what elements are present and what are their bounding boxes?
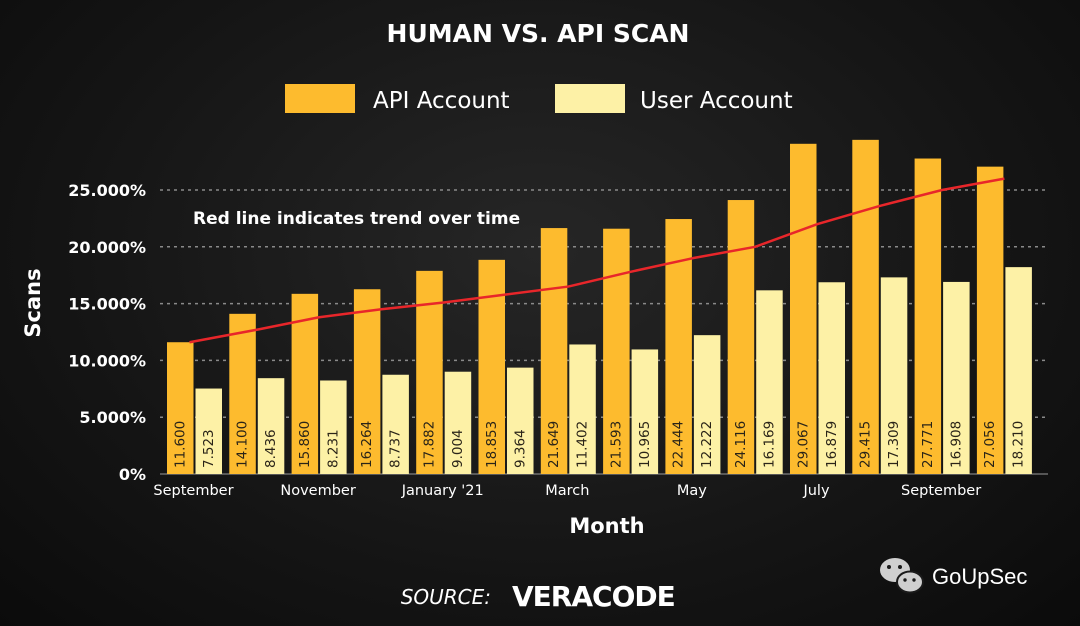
- bar-api-account: [291, 293, 319, 474]
- bar-api-account: [167, 342, 194, 474]
- chart-title: HUMAN VS. API SCAN: [387, 19, 690, 48]
- bar-value-label: 9.004: [450, 429, 466, 468]
- bars: 11.600 7.523 14.100 8.436 15.860 8.231 16.264 8…: [167, 139, 1032, 475]
- y-tick-label: 15.000%: [68, 295, 146, 314]
- bar-value-label: 12.222: [699, 421, 715, 468]
- bar-api-account: [727, 200, 755, 474]
- watermark-text: GoUpSec: [932, 564, 1027, 589]
- source-brand: VERACODE: [512, 580, 675, 613]
- bar-value-label: 27.056: [982, 421, 998, 468]
- bar-user-account: [880, 277, 908, 474]
- bar-value-label: 29.415: [858, 421, 874, 468]
- bar-api-account: [914, 158, 942, 475]
- bar-value-label: 8.231: [325, 429, 341, 468]
- bar-user-account: [257, 378, 285, 474]
- bar-user-account: [943, 281, 970, 474]
- bar-value-label: 8.436: [263, 429, 279, 468]
- y-tick-label: 5.000%: [79, 408, 146, 427]
- y-axis-label: Scans: [21, 268, 45, 337]
- x-tick-label: January '21: [401, 483, 484, 499]
- bar-value-label: 17.882: [421, 421, 437, 468]
- trend-annotation: Red line indicates trend over time: [193, 209, 520, 229]
- bar-user-account: [631, 349, 659, 474]
- bar-value-label: 8.737: [388, 429, 404, 468]
- legend-swatch-api: [285, 84, 355, 113]
- bar-user-account: [507, 367, 534, 474]
- bar-value-label: 10.965: [637, 421, 653, 468]
- source-footer: SOURCE: VERACODE: [401, 580, 676, 613]
- bar-value-label: 15.860: [297, 421, 313, 468]
- bar-value-label: 21.593: [608, 421, 624, 468]
- bar-value-label: 17.309: [886, 421, 902, 468]
- bar-api-account: [852, 139, 879, 475]
- legend: API Account User Account: [285, 84, 793, 114]
- y-tick-label: 10.000%: [68, 351, 146, 370]
- bar-user-account: [818, 282, 845, 474]
- x-axis: September November January '21 March May July…: [153, 483, 981, 499]
- x-tick-label: March: [545, 483, 589, 499]
- bar-api-account: [603, 228, 630, 474]
- bar-user-account: [382, 374, 409, 474]
- source-label: SOURCE:: [401, 585, 491, 609]
- x-tick-label: May: [677, 483, 707, 499]
- bar-value-label: 16.908: [948, 421, 964, 468]
- x-tick-label: November: [280, 483, 355, 499]
- bar-value-label: 11.402: [575, 421, 591, 468]
- wechat-icon: [880, 558, 924, 594]
- x-axis-label: Month: [569, 514, 644, 538]
- bar-value-label: 16.169: [761, 421, 777, 468]
- bar-api-account: [229, 313, 256, 474]
- bar-api-account: [976, 166, 1004, 474]
- trend-line-group: [189, 177, 1005, 344]
- bar-user-account: [195, 388, 222, 474]
- legend-swatch-user: [555, 84, 625, 113]
- bar-user-account: [693, 335, 721, 474]
- x-tick-label: July: [802, 483, 829, 499]
- bar-user-account: [1005, 267, 1032, 474]
- bar-user-account: [444, 371, 472, 474]
- bar-value-label: 7.523: [201, 429, 217, 468]
- bar-value-label: 27.771: [920, 421, 936, 468]
- bar-value-label: 24.116: [733, 421, 749, 468]
- y-tick-label: 20.000%: [68, 238, 146, 257]
- x-tick-label: September: [153, 483, 233, 499]
- bar-value-label: 29.067: [795, 421, 811, 468]
- bar-value-label: 18.853: [484, 421, 500, 468]
- bar-api-account: [540, 228, 568, 474]
- y-axis: 0% 5.000% 10.000% 15.000% 20.000% 25.000%: [68, 181, 146, 484]
- watermark: GoUpSec: [880, 558, 1027, 594]
- bar-value-label: 16.879: [824, 421, 840, 468]
- bar-api-account: [353, 289, 381, 474]
- bar-value-label: 18.210: [1011, 421, 1027, 468]
- bar-value-label: 16.264: [359, 421, 375, 468]
- bar-value-label: 9.364: [512, 429, 528, 468]
- bar-user-account: [569, 344, 596, 474]
- legend-label-api: API Account: [373, 88, 510, 114]
- y-tick-label: 25.000%: [68, 181, 146, 200]
- bar-value-label: 11.600: [172, 421, 188, 468]
- bar-value-label: 22.444: [671, 421, 687, 468]
- bar-user-account: [756, 290, 783, 474]
- bar-user-account: [320, 380, 347, 474]
- y-tick-label: 0%: [119, 465, 146, 484]
- legend-label-user: User Account: [640, 88, 793, 114]
- bar-value-label: 14.100: [235, 421, 251, 468]
- trend-line: [189, 177, 1005, 344]
- x-tick-label: September: [901, 483, 981, 499]
- bar-api-account: [790, 143, 817, 474]
- bar-value-label: 21.649: [546, 421, 562, 468]
